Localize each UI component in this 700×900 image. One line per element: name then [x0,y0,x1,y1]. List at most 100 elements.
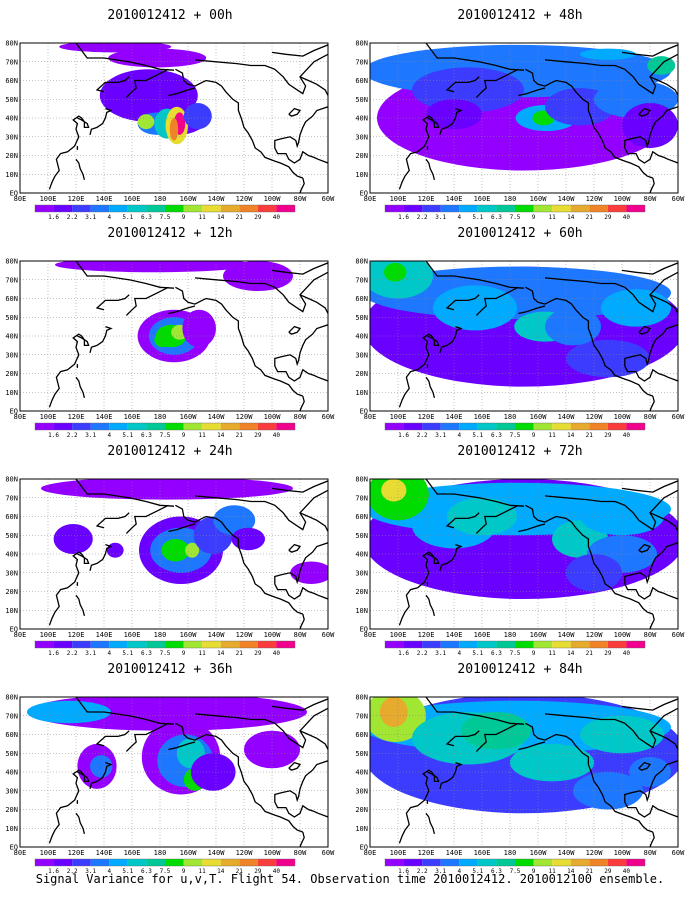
colorbar-label: 21 [236,868,244,875]
colorbar-swatch [239,641,258,648]
colorbar-label: 6.3 [141,432,152,439]
variance-contour [169,118,179,141]
coastlines [398,43,678,193]
lon-label: 120W [236,631,254,639]
lon-label: 120W [236,849,254,857]
variance-contour [213,505,256,536]
colorbar-label: 6.3 [141,650,152,657]
colorbar-swatch [533,205,553,212]
coastline [518,87,546,97]
variance-contour [223,261,293,291]
colorbar-label: 11 [549,214,557,221]
lon-label: 160E [124,195,141,203]
lon-label: 140W [208,849,226,857]
colorbar-label: 5.1 [472,432,483,439]
coastline [125,68,169,98]
lat-label: 40N [355,769,368,777]
colorbar-label: 3.1 [85,868,96,875]
colorbar-swatch [165,859,184,866]
coastline [525,68,654,179]
lon-label: 120W [236,413,254,421]
colorbar-swatch [459,423,478,430]
colorbar-swatch [496,205,515,212]
lat-label: 20N [5,152,18,160]
lon-label: 60W [322,413,335,421]
lat-label: 40N [5,769,18,777]
lon-label: 180 [504,631,517,639]
coastline [271,44,328,57]
coastline [168,523,196,533]
colorbar-swatch [109,423,128,430]
colorbar-swatch [146,859,165,866]
colorbar-swatch [515,859,534,866]
colorbar-swatch [165,205,184,212]
colorbar-swatch [496,641,515,648]
panel-84h: 2010012412 + 84h 80N 70N 60N 50N 40N 30N 20N 10… [350,662,690,876]
lon-label: 120W [586,195,604,203]
colorbar-swatch [127,205,147,212]
lat-label: EQ [360,626,368,634]
lon-label: 120E [418,631,435,639]
coastline [425,594,436,617]
coastline [48,551,90,626]
variance-contour [601,289,671,327]
lon-label: 80W [644,631,657,639]
colorbar-swatch [90,859,110,866]
variance-contour [384,262,407,282]
coastline [299,294,328,314]
lon-label: 100E [390,631,407,639]
colorbar-label: 9 [532,868,536,875]
coastline [168,741,196,751]
colorbar-frame [34,858,296,867]
coastline [439,107,463,136]
colorbar-label: 21 [236,214,244,221]
colorbar-label: 7.5 [510,432,521,439]
variance-contour [231,527,265,551]
lon-label: 100E [390,413,407,421]
coastline [75,812,86,835]
panel-12h: 2010012412 + 12h 80N 70N 60N 50N 40N 30N 20N 10… [0,226,340,439]
coastline [525,286,654,397]
coastline [649,395,655,411]
lon-label: 140E [96,195,113,203]
colorbar-swatch [220,641,240,648]
colorbar-swatch [552,641,571,648]
gridlines [370,479,678,629]
variance-contour [55,261,251,273]
coastline [194,707,328,749]
coastline [274,760,328,818]
lat-label: 30N [355,569,368,577]
lon-label: 140W [558,195,576,203]
colorbar-label: 3.1 [85,432,96,439]
colorbar-label: 14 [567,432,575,439]
colorbar-swatch [477,423,497,430]
lat-label: 70N [5,276,18,284]
colorbar-swatch [35,859,54,866]
lat-label: 70N [355,494,368,502]
lon-label: 80E [364,631,377,639]
colorbar-swatch [552,859,571,866]
lon-label: 100W [264,631,282,639]
lat-label: 10N [5,607,18,615]
lon-label: 80W [294,631,307,639]
colorbar-swatch [422,641,441,648]
colorbar-swatch [385,641,404,648]
lon-label: 160W [530,631,548,639]
lon-label: 140E [96,413,113,421]
colorbar-swatch [589,641,608,648]
lat-label: 60N [355,731,368,739]
variance-contour [154,332,172,348]
coastline [544,707,678,749]
colorbar-swatch [589,423,608,430]
lon-label: 180 [154,195,167,203]
colorbar-label: 5.1 [472,868,483,875]
colorbar-label: 2.2 [67,868,78,875]
lon-label: 160W [530,849,548,857]
coastline [475,286,519,316]
map-frame [19,42,329,194]
colorbar-label: 2.2 [417,432,428,439]
colorbar-swatch [165,423,184,430]
colorbar-swatch [90,641,110,648]
lat-label: 70N [5,712,18,720]
